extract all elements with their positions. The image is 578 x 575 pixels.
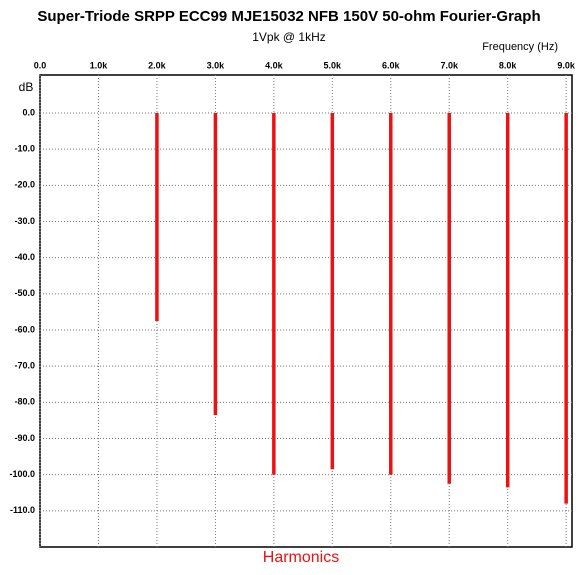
x-tick-label: 6.0k bbox=[382, 60, 401, 70]
y-tick-label: -10.0 bbox=[14, 144, 35, 154]
footer-label: Harmonics bbox=[263, 549, 339, 566]
y-tick-label: -30.0 bbox=[14, 216, 35, 226]
y-tick-label: -40.0 bbox=[14, 252, 35, 262]
x-tick-label: 5.0k bbox=[324, 60, 343, 70]
x-tick-label: 2.0k bbox=[148, 60, 167, 70]
y-tick-label: 0.0 bbox=[22, 107, 35, 117]
y-tick-label: -60.0 bbox=[14, 324, 35, 334]
x-tick-label: 0.0 bbox=[34, 60, 47, 70]
y-tick-label: -100.0 bbox=[9, 469, 35, 479]
y-tick-label: -20.0 bbox=[14, 180, 35, 190]
y-tick-label: -70.0 bbox=[14, 361, 35, 371]
y-axis-label: dB bbox=[19, 80, 34, 94]
y-tick-label: -80.0 bbox=[14, 397, 35, 407]
x-tick-label: 8.0k bbox=[499, 60, 518, 70]
x-tick-label: 3.0k bbox=[207, 60, 226, 70]
x-axis-label: Frequency (Hz) bbox=[482, 41, 558, 53]
x-tick-label: 7.0k bbox=[440, 60, 459, 70]
y-tick-label: -110.0 bbox=[10, 505, 35, 515]
x-tick-label: 9.0k bbox=[557, 60, 576, 70]
plot-frame bbox=[39, 74, 573, 548]
y-tick-label: -90.0 bbox=[14, 433, 35, 443]
x-tick-label: 4.0k bbox=[265, 60, 284, 70]
x-tick-label: 1.0k bbox=[90, 60, 109, 70]
y-tick-label: -50.0 bbox=[14, 288, 35, 298]
chart-subtitle: 1Vpk @ 1kHz bbox=[252, 30, 326, 44]
chart-title: Super-Triode SRPP ECC99 MJE15032 NFB 150… bbox=[37, 8, 540, 25]
